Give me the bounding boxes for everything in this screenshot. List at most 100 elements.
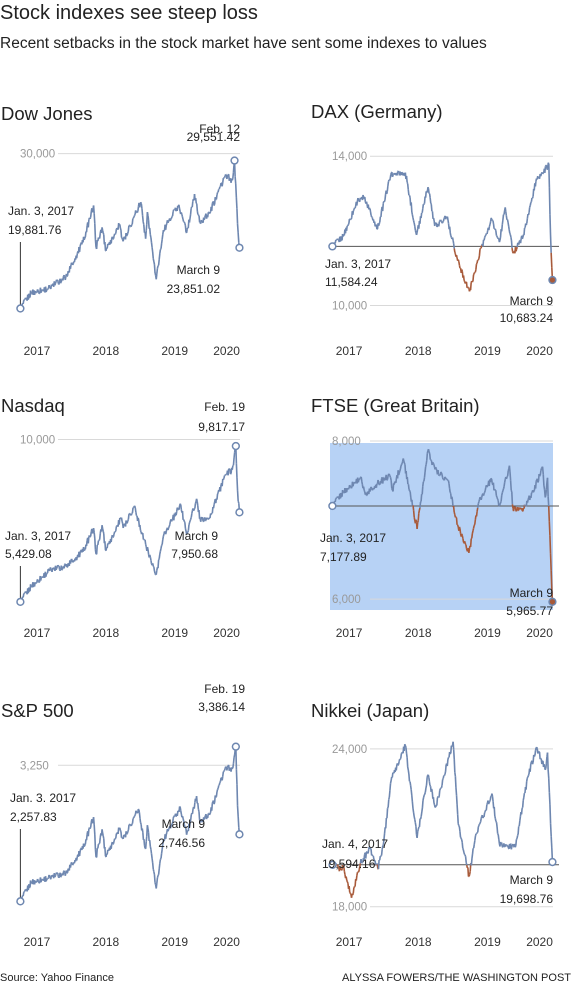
- series-segment: [67, 562, 70, 565]
- series-segment: [198, 510, 201, 519]
- series-segment: [396, 171, 399, 175]
- series-segment: [498, 504, 501, 507]
- series-segment: [377, 479, 380, 485]
- series-segment: [483, 235, 487, 238]
- series-segment: [463, 852, 466, 855]
- chart-panel: Nasdaq 10,000 2017 2018 2019 2020 Jan. 3, 2017…: [1, 395, 245, 640]
- series-segment: [186, 531, 189, 534]
- series-segment: [208, 813, 211, 816]
- series-segment: [534, 747, 537, 751]
- series-segment: [98, 233, 102, 239]
- series-segment: [527, 773, 530, 776]
- series-segment: [167, 829, 170, 832]
- series-segment: [191, 808, 194, 814]
- series-segment: [500, 495, 503, 502]
- series-segment: [486, 802, 489, 806]
- series-segment: [95, 848, 99, 858]
- series-segment: [189, 214, 192, 219]
- series-segment: [201, 517, 204, 522]
- series-segment: [422, 797, 425, 801]
- annotation-value: 19,594.16: [322, 857, 376, 871]
- series-segment: [412, 220, 415, 224]
- series-segment: [416, 831, 419, 838]
- series-segment: [95, 544, 99, 555]
- chart-panel: DAX (Germany) 14,000 10,000 2017 2018 2019 202…: [311, 101, 559, 358]
- series-segment: [515, 838, 518, 840]
- series-segment: [79, 550, 82, 553]
- series-segment: [384, 194, 387, 201]
- series-segment: [83, 549, 86, 552]
- series-segment: [397, 472, 401, 476]
- series-segment: [454, 251, 457, 255]
- series-segment: [405, 175, 408, 183]
- series-segment: [202, 518, 206, 522]
- series-segment: [474, 835, 477, 841]
- series-segment: [509, 234, 512, 238]
- chart-panel: Nikkei (Japan) 24,000 18,000 2017 2018 2019 20…: [311, 700, 559, 949]
- series-segment: [131, 822, 134, 825]
- series-segment: [530, 491, 533, 494]
- series-segment: [457, 823, 460, 826]
- series-segment: [361, 481, 364, 485]
- series-segment: [521, 237, 524, 240]
- series-segment: [484, 234, 487, 237]
- series-segment: [439, 219, 442, 222]
- series-segment: [406, 181, 409, 185]
- series-segment: [490, 217, 493, 220]
- series-segment: [336, 495, 339, 498]
- series-segment: [408, 773, 411, 782]
- series-segment: [126, 833, 128, 835]
- series-segment: [444, 216, 448, 220]
- series-segment: [415, 519, 418, 523]
- series-segment: [447, 480, 450, 484]
- series-segment: [97, 540, 100, 546]
- series-segment: [236, 784, 239, 806]
- series-segment: [444, 477, 447, 480]
- series-segment: [155, 883, 158, 889]
- series-segment: [548, 792, 551, 806]
- series-segment: [474, 833, 477, 837]
- series-segment: [411, 795, 414, 803]
- series-segment: [92, 528, 95, 533]
- series-segment: [486, 230, 489, 235]
- series-segment: [454, 776, 457, 788]
- series-segment: [179, 504, 183, 510]
- annotation-value: 10,683.24: [500, 311, 554, 325]
- series-segment: [384, 476, 387, 481]
- series-segment: [391, 772, 394, 778]
- series-segment: [539, 470, 542, 476]
- annotation-label: Feb. 12: [199, 122, 240, 136]
- series-segment: [24, 297, 27, 300]
- annotation-value: 5,965.77: [506, 604, 553, 618]
- series-segment: [548, 521, 551, 536]
- series-segment: [455, 516, 458, 519]
- series-segment: [168, 524, 171, 527]
- annotation-value: 5,429.08: [5, 547, 52, 561]
- series-segment: [213, 501, 216, 505]
- series-segment: [126, 831, 129, 834]
- series-segment: [24, 590, 27, 593]
- series-segment: [218, 784, 220, 787]
- series-segment: [210, 512, 213, 515]
- series-segment: [89, 822, 93, 828]
- series-segment: [511, 492, 514, 505]
- point-marker: [235, 508, 244, 517]
- series-segment: [537, 751, 540, 754]
- series-segment: [406, 757, 409, 767]
- series-segment: [491, 793, 494, 797]
- series-segment: [54, 875, 57, 878]
- series-segment: [453, 511, 456, 515]
- series-segment: [405, 747, 408, 754]
- series-segment: [479, 247, 482, 250]
- annotation-label: Jan. 3, 2017: [8, 204, 74, 218]
- series-segment: [438, 220, 441, 223]
- annotation-value: 7,177.89: [320, 550, 367, 564]
- annotation-label: Feb. 19: [204, 400, 245, 414]
- series-segment: [365, 201, 368, 205]
- series-segment: [442, 218, 445, 222]
- series-segment: [94, 849, 97, 858]
- series-segment: [153, 264, 156, 274]
- series-segment: [198, 215, 201, 223]
- series-segment: [22, 299, 25, 305]
- source-note: Source: Yahoo Finance: [0, 972, 114, 984]
